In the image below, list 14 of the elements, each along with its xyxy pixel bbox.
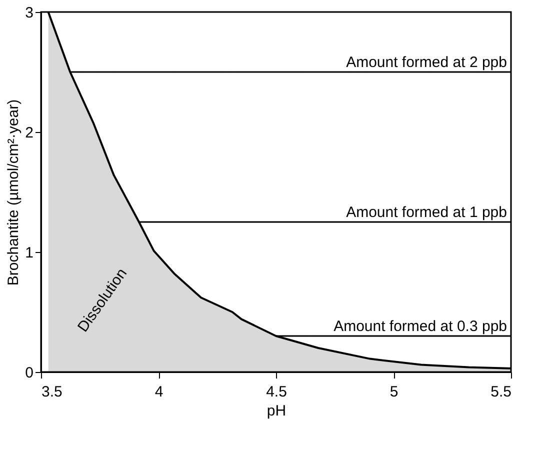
x-tick-label: 5.5	[490, 384, 512, 400]
y-axis-title: Brochantite (µmol/cm²·year)	[5, 99, 22, 286]
ref-line-label: Amount formed at 2 ppb	[346, 54, 507, 71]
x-tick-label: 5	[390, 384, 398, 400]
x-axis-title: pH	[266, 402, 286, 420]
y-tick-label: 3	[25, 4, 34, 22]
x-tick-label: 4	[154, 384, 164, 400]
x-tick-label: 4.5	[266, 384, 287, 400]
ref-line-label: Amount formed at 1 ppb	[346, 204, 507, 221]
x-tick-label: 3.5	[42, 384, 62, 400]
ref-line-label: Amount formed at 0.3 ppb	[334, 318, 507, 335]
y-tick-label: 0	[25, 364, 34, 382]
y-tick-label: 2	[25, 124, 34, 142]
y-tick-label: 1	[25, 244, 34, 262]
